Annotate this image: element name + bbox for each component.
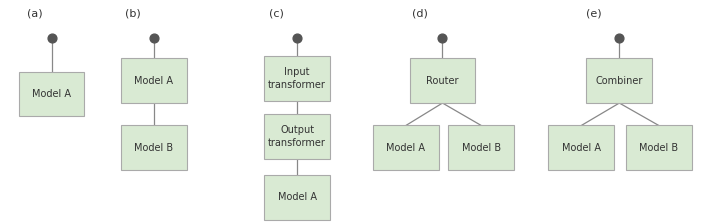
Text: (e): (e) <box>586 9 601 19</box>
FancyBboxPatch shape <box>19 72 84 116</box>
FancyBboxPatch shape <box>264 56 330 101</box>
Text: Model B: Model B <box>135 143 173 153</box>
Text: Model A: Model A <box>32 89 71 99</box>
FancyBboxPatch shape <box>264 175 330 220</box>
FancyBboxPatch shape <box>373 125 439 170</box>
Text: Input
transformer: Input transformer <box>268 67 326 90</box>
Point <box>614 36 625 40</box>
Text: (b): (b) <box>125 9 141 19</box>
FancyBboxPatch shape <box>121 125 187 170</box>
Text: (d): (d) <box>412 9 427 19</box>
FancyBboxPatch shape <box>410 58 475 103</box>
Text: Model A: Model A <box>387 143 425 153</box>
Text: Model A: Model A <box>562 143 601 153</box>
Text: Combiner: Combiner <box>596 76 643 86</box>
Point <box>46 36 57 40</box>
FancyBboxPatch shape <box>121 58 187 103</box>
Point <box>291 36 303 40</box>
FancyBboxPatch shape <box>626 125 692 170</box>
Text: Model B: Model B <box>639 143 678 153</box>
Text: Router: Router <box>426 76 459 86</box>
Text: Model A: Model A <box>278 192 316 202</box>
Text: (c): (c) <box>269 9 284 19</box>
Point <box>437 36 448 40</box>
Point <box>148 36 160 40</box>
Text: Model A: Model A <box>135 76 173 86</box>
FancyBboxPatch shape <box>548 125 614 170</box>
FancyBboxPatch shape <box>448 125 514 170</box>
Text: (a): (a) <box>27 9 43 19</box>
Text: Model B: Model B <box>462 143 500 153</box>
FancyBboxPatch shape <box>586 58 652 103</box>
FancyBboxPatch shape <box>264 114 330 159</box>
Text: Output
transformer: Output transformer <box>268 125 326 148</box>
